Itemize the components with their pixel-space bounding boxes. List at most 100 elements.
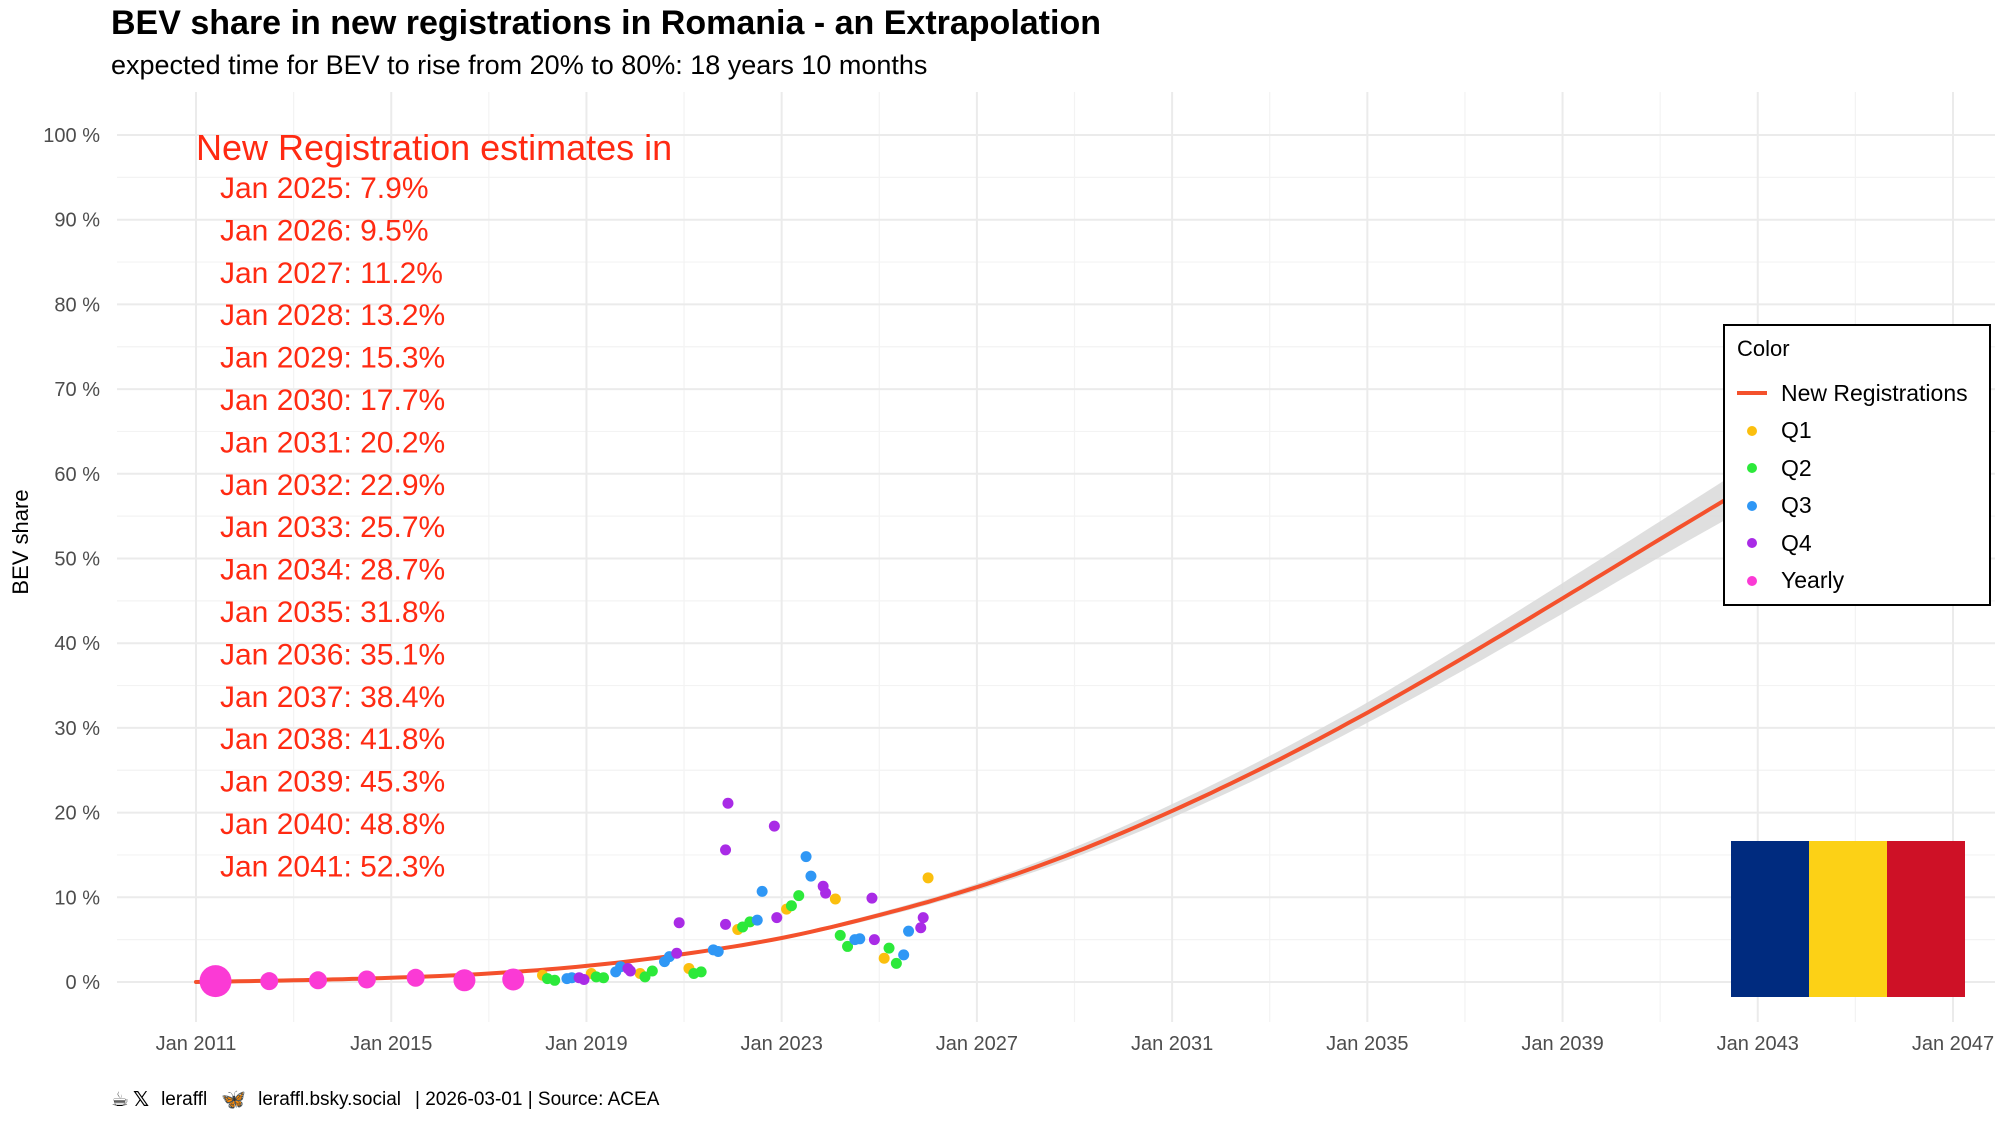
caption-handle-x[interactable]: leraffl [161,1089,208,1110]
x-tick-label: Jan 2015 [350,1033,432,1055]
point-q1 [878,952,890,964]
legend-label: Q2 [1781,454,1812,481]
point-q4 [868,934,880,946]
x-tick-label: Jan 2023 [741,1033,823,1055]
x-tick-label: Jan 2019 [545,1033,627,1055]
point-q3 [903,925,915,937]
point-q2 [646,965,658,977]
point-q3 [805,870,817,882]
point-q2 [890,957,902,969]
point-q4 [673,917,685,929]
annotation-line: Jan 2032: 22.9% [220,469,445,502]
legend-label: Q1 [1781,417,1812,443]
legend-key [1737,566,1767,596]
legend-key [1737,491,1767,521]
y-tick-label: 90 % [54,210,100,232]
point-q3 [898,949,910,961]
annotation-line: Jan 2040: 48.8% [220,808,445,841]
annotation-line: Jan 2027: 11.2% [220,257,443,290]
point-yearly [453,969,476,992]
annotation-line: Jan 2031: 20.2% [220,426,445,459]
y-tick-label: 60 % [54,464,100,486]
annotation-line: Jan 2036: 35.1% [220,638,445,671]
legend-label: Yearly [1781,567,1845,593]
point-q4 [671,947,683,959]
y-tick-label: 20 % [54,803,100,825]
point-q2 [737,921,749,933]
chart-plot-area: New Registration estimates in Jan 2025: 7… [8,92,1995,1055]
point-q4 [720,918,732,930]
point-q4 [917,912,929,924]
legend-title: Color [1737,336,1790,361]
legend-item: Q3 [1737,491,1812,521]
point-q4 [915,922,927,934]
point-q2 [785,900,797,912]
caption-handle-bsky[interactable]: leraffl.bsky.social [258,1089,402,1110]
chart-title: BEV share in new registrations in Romani… [111,4,1101,42]
annotation-line: Jan 2033: 25.7% [220,511,445,544]
point-q1 [829,893,841,905]
romania-flag [1731,841,1965,997]
butterfly-icon: 🦋 [221,1089,247,1111]
point-q2 [842,940,854,952]
estimates-annotation: New Registration estimates in Jan 2025: 7… [196,127,672,883]
point-q3 [712,946,724,958]
legend-key [1737,378,1767,408]
grid-major [117,92,1995,1022]
annotation-line: Jan 2037: 38.4% [220,681,445,714]
y-tick-label: 80 % [54,294,100,316]
legend-item: Q1 [1737,416,1812,446]
x-axis-ticks: Jan 2011 Jan 2015 Jan 2019 Jan 2023 Jan 2027… [156,1033,1995,1055]
y-axis-ticks: 0 % 10 % 20 % 30 % 40 % 50 % 60 % 70 % 80 % 90 % 1… [43,125,100,994]
y-tick-label: 100 % [43,125,100,147]
y-tick-label: 70 % [54,379,100,401]
legend-key [1737,453,1767,483]
point-q3 [800,851,812,863]
point-q2 [793,890,805,902]
flag-stripe-yellow [1809,841,1887,997]
flag-stripe-blue [1731,841,1809,997]
legend-item: Q4 [1737,528,1812,558]
point-q2 [688,968,700,980]
legend-label: New Registrations [1781,379,1968,406]
data-points [199,797,934,998]
y-tick-label: 10 % [54,887,100,909]
x-tick-label: Jan 2039 [1521,1033,1603,1055]
y-tick-label: 30 % [54,718,100,740]
legend-label: Q3 [1781,492,1812,518]
point-q3 [756,885,768,897]
point-yearly [199,965,232,998]
point-q2 [834,929,846,941]
legend-label: Q4 [1781,529,1812,556]
point-q4 [624,965,636,977]
x-tick-label: Jan 2011 [156,1033,237,1055]
point-q4 [771,912,783,924]
annotation-line: Jan 2034: 28.7% [220,554,445,587]
caption: ☕ 𝕏 leraffl 🦋 leraffl.bsky.social | 2026… [111,1089,659,1111]
point-yearly [502,968,525,991]
point-yearly [406,968,425,987]
point-q2 [590,971,602,983]
caption-meta: | 2026-03-01 | Source: ACEA [415,1089,660,1110]
point-q4 [578,973,590,985]
point-q3 [751,914,763,926]
point-q3 [849,934,861,946]
annotation-line: Jan 2026: 9.5% [220,214,429,247]
point-q4 [720,844,732,856]
annotation-line: Jan 2038: 41.8% [220,723,445,756]
legend-item: New Registrations [1737,378,1968,408]
point-yearly [357,970,376,989]
annotation-line: Jan 2035: 31.8% [220,596,445,629]
point-q4 [722,797,734,809]
x-tick-label: Jan 2027 [936,1033,1018,1055]
point-q4 [768,820,780,832]
point-q4 [866,892,878,904]
annotation-line: Jan 2041: 52.3% [220,850,445,883]
point-yearly [309,971,328,990]
coffee-icon: ☕ [111,1089,129,1111]
annotation-header: New Registration estimates in [196,127,672,168]
point-q2 [639,971,651,983]
legend-key [1737,528,1767,558]
legend-item: Q2 [1737,453,1812,483]
annotation-line: Jan 2028: 13.2% [220,299,445,332]
